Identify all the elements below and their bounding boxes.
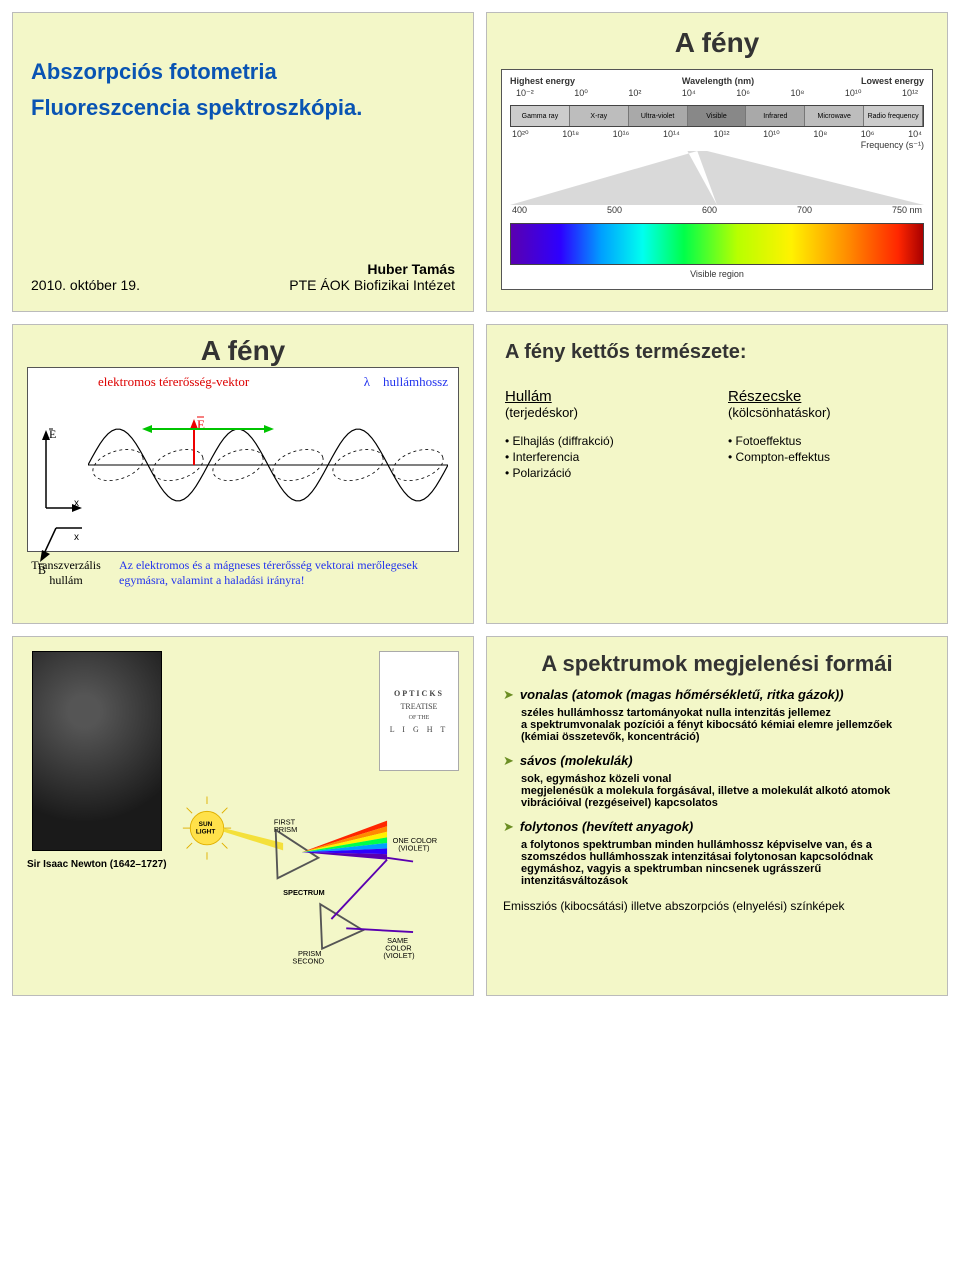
tick: 750 nm [892, 205, 922, 215]
tick: 400 [512, 205, 527, 215]
slide6-footer: Emissziós (kibocsátási) illetve abszorpc… [503, 899, 931, 913]
tick: 10¹² [713, 129, 729, 140]
slide-6-spectra-forms: A spektrumok megjelenési formái ➤ vonala… [486, 636, 948, 996]
em-region-x-ray: X-ray [570, 106, 629, 126]
item3-l1: a folytonos spektrumban minden hullámhos… [521, 839, 931, 887]
tick: 10⁸ [813, 129, 827, 140]
title-line-1: Abszorpciós fotometria [31, 59, 455, 85]
visible-rainbow [510, 223, 924, 265]
tick: 10⁶ [861, 129, 875, 140]
perpendicular-caption: Az elektromos és a mágneses térerősség v… [119, 558, 459, 588]
slide-4-dual-nature: A fény kettős természete: Hullám (terjed… [486, 324, 948, 624]
wave-head: Hullám [505, 388, 706, 405]
em-region-bar: Gamma rayX-rayUltra-violetVisibleInfrare… [510, 105, 924, 127]
bullet-icon: ➤ [503, 753, 514, 769]
em-region-gamma-ray: Gamma ray [511, 106, 570, 126]
tick: 10¹⁴ [663, 129, 680, 140]
slide-2-title: A fény [501, 27, 933, 59]
freq-ticks: 10²⁰ 10¹⁸ 10¹⁶ 10¹⁴ 10¹² 10¹⁰ 10⁸ 10⁶ 10⁴ [510, 129, 924, 140]
lambda-label: hullámhossz [383, 374, 448, 389]
svg-text:PRISM: PRISM [273, 825, 296, 834]
prism-diagram: SUN LIGHT FIRST PRISM [181, 781, 459, 981]
svg-text:PRISM: PRISM [297, 949, 320, 958]
tick: 600 [702, 205, 717, 215]
item3-head: folytonos (hevített anyagok) [520, 819, 693, 834]
slide-3-wave-diagram: A fény E x B x elektromos térer [12, 324, 474, 624]
tick: 10⁸ [791, 88, 805, 99]
em-wave-svg: E [88, 390, 448, 540]
visible-region-label: Visible region [510, 269, 924, 279]
particle-sub: (kölcsönhatáskor) [728, 405, 929, 420]
particle-item: • Fotoeffektus [728, 434, 929, 448]
axes-icon: E x [38, 428, 82, 518]
tick: 10²⁰ [512, 129, 529, 140]
wavelength-ticks: 10⁻² 10⁰ 10² 10⁴ 10⁶ 10⁸ 10¹⁰ 10¹² [510, 88, 924, 99]
cone-left [510, 151, 717, 205]
opticks-book: OPTICKS TREATISE OF THE L I G H T [379, 651, 459, 771]
wave-item: • Polarizáció [505, 466, 706, 480]
tick: 10² [628, 88, 641, 99]
tick: 10⁰ [574, 88, 588, 99]
item2-l1: sok, egymáshoz közeli vonal [521, 773, 931, 785]
slide-3-title: A fény [27, 335, 459, 367]
tick: 700 [797, 205, 812, 215]
tick: 10⁴ [908, 129, 922, 140]
em-region-infrared: Infrared [746, 106, 805, 126]
freq-label: Frequency (s⁻¹) [510, 140, 924, 151]
affiliation: PTE ÁOK Biofizikai Intézet [289, 277, 455, 293]
item1-head: vonalas (atomok (magas hőmérsékletű, rit… [520, 687, 844, 702]
bullet-icon: ➤ [503, 687, 514, 703]
svg-text:x: x [74, 498, 79, 509]
svg-text:B: B [38, 563, 46, 577]
particle-head: Részecske [728, 388, 929, 405]
tick: 10¹⁰ [845, 88, 862, 99]
em-region-visible: Visible [688, 106, 747, 126]
slide-4-title: A fény kettős természete: [505, 341, 929, 364]
slide-5-newton-prisms: Sir Isaac Newton (1642–1727) OPTICKS TRE… [12, 636, 474, 996]
em-region-microwave: Microwave [805, 106, 864, 126]
svg-text:SPECTRUM: SPECTRUM [283, 888, 325, 897]
hi-energy: Highest energy [510, 76, 575, 86]
tick: 10⁴ [682, 88, 696, 99]
lambda-symbol: λ [364, 374, 370, 389]
item1-l1: széles hullámhossz tartományokat nulla i… [521, 707, 931, 719]
slide-6-title: A spektrumok megjelenési formái [503, 651, 931, 677]
tick: 10¹⁶ [613, 129, 630, 140]
tick: 10⁶ [736, 88, 750, 99]
svg-text:(VIOLET): (VIOLET) [398, 843, 429, 852]
particle-item: • Compton-effektus [728, 450, 929, 464]
tick: 10¹² [902, 88, 918, 99]
svg-text:SUN: SUN [198, 821, 212, 828]
slide-1-title: Abszorpciós fotometria Fluoreszcencia sp… [12, 12, 474, 312]
em-region-radio-frequency: Radio frequency [864, 106, 923, 126]
wavelength-label: Wavelength (nm) [682, 76, 754, 86]
bullet-icon: ➤ [503, 819, 514, 835]
newton-portrait [32, 651, 162, 851]
tick: 10⁻² [516, 88, 534, 99]
cone-right [697, 151, 924, 205]
wave-item: • Interferencia [505, 450, 706, 464]
item1-l2: a spektrumvonalak pozíciói a fényt kiboc… [521, 719, 931, 743]
svg-text:x: x [74, 532, 79, 543]
tick: 10¹⁸ [562, 129, 579, 140]
newton-caption: Sir Isaac Newton (1642–1727) [27, 859, 167, 870]
axes-icon-b: B x [38, 518, 82, 608]
wave-sub: (terjedéskor) [505, 405, 706, 420]
slide-2-em-spectrum: A fény Highest energy Wavelength (nm) Lo… [486, 12, 948, 312]
title-line-2: Fluoreszcencia spektroszkópia. [31, 95, 455, 121]
svg-text:E: E [49, 428, 56, 441]
visible-ticks: 400 500 600 700 750 nm [510, 205, 924, 215]
lo-energy: Lowest energy [861, 76, 924, 86]
svg-text:LIGHT: LIGHT [195, 829, 214, 836]
tick: 500 [607, 205, 622, 215]
date: 2010. október 19. [31, 277, 140, 293]
item2-l2: megjelenésük a molekula forgásával, ille… [521, 785, 931, 809]
em-region-ultra-violet: Ultra-violet [629, 106, 688, 126]
e-vector-label: elektromos térerősség-vektor [98, 374, 249, 390]
svg-text:(VIOLET): (VIOLET) [383, 951, 414, 960]
wave-item: • Elhajlás (diffrakció) [505, 434, 706, 448]
item2-head: sávos (molekulák) [520, 753, 633, 768]
tick: 10¹⁰ [763, 129, 780, 140]
author: Huber Tamás [289, 261, 455, 277]
